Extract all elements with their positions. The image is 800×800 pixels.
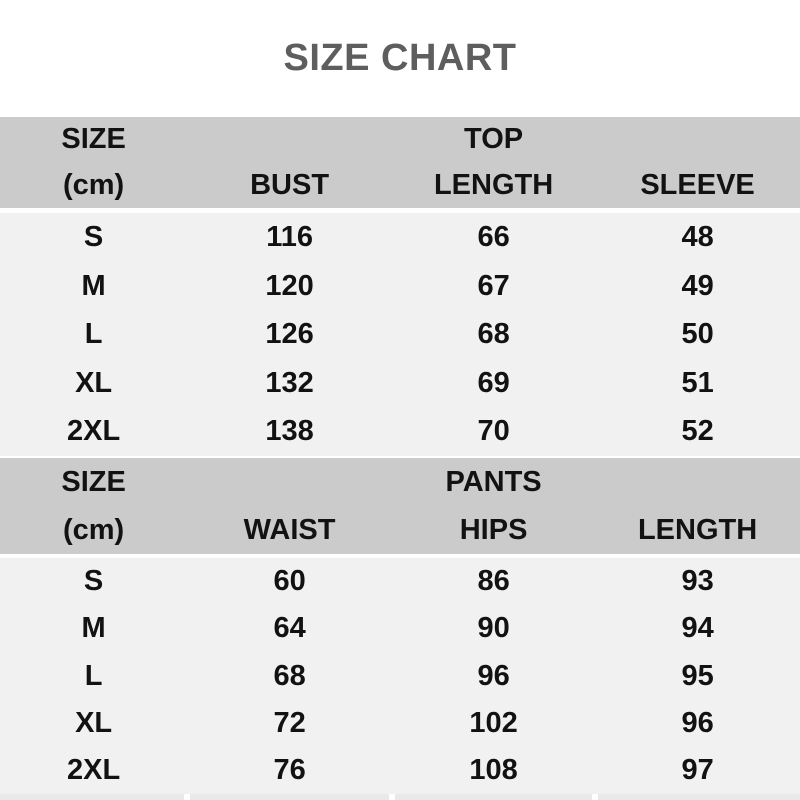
- value-cell: 64: [273, 612, 306, 645]
- title-area: SIZE CHART: [0, 0, 800, 117]
- value-cell: 66: [477, 220, 510, 253]
- size-cell: M: [81, 612, 106, 645]
- value-cell: 90: [477, 612, 510, 645]
- column-header-pants-length: LENGTH: [637, 513, 758, 546]
- value-cell: 132: [265, 366, 314, 399]
- size-cell: L: [84, 659, 103, 692]
- table-row: S 60 86 93: [0, 558, 800, 605]
- top-size-table: SIZE TOP (cm) BUST LENGTH SLEEVE S 116 6…: [0, 117, 800, 457]
- value-cell: 116: [266, 220, 313, 253]
- column-header-waist: WAIST: [243, 513, 336, 546]
- value-cell: 94: [681, 612, 714, 645]
- next-table-cutoff-edge: [0, 794, 800, 800]
- size-corner-label: SIZE: [61, 123, 126, 156]
- size-corner-label: SIZE: [61, 465, 126, 498]
- unit-label: (cm): [62, 513, 125, 546]
- table-row: S 116 66 48: [0, 213, 800, 262]
- size-cell: S: [83, 565, 104, 598]
- value-cell: 67: [477, 269, 510, 302]
- value-cell: 120: [265, 269, 314, 302]
- table-row: L 68 96 95: [0, 652, 800, 699]
- table-row: 2XL 76 108 97: [0, 747, 800, 794]
- value-cell: 50: [681, 318, 714, 351]
- unit-label: (cm): [62, 168, 125, 201]
- size-cell: 2XL: [67, 415, 121, 448]
- column-header-sleeve: SLEEVE: [640, 168, 755, 201]
- value-cell: 96: [681, 706, 714, 739]
- size-cell: XL: [75, 706, 113, 739]
- value-cell: 49: [681, 269, 714, 302]
- size-cell: M: [81, 269, 106, 302]
- value-cell: 68: [477, 318, 510, 351]
- pants-table-header: SIZE PANTS (cm) WAIST HIPS LENGTH: [0, 458, 800, 555]
- value-cell: 76: [273, 753, 306, 786]
- top-table-header: SIZE TOP (cm) BUST LENGTH SLEEVE: [0, 117, 800, 209]
- value-cell: 68: [273, 659, 306, 692]
- value-cell: 72: [273, 706, 306, 739]
- value-cell: 70: [477, 415, 510, 448]
- top-section-label: TOP: [464, 123, 524, 156]
- value-cell: 48: [681, 220, 714, 253]
- edge-segment: [190, 794, 389, 800]
- value-cell: 138: [265, 415, 314, 448]
- table-row: 2XL 138 70 52: [0, 408, 800, 457]
- edge-segment: [394, 794, 593, 800]
- value-cell: 108: [469, 753, 518, 786]
- column-header-bust: BUST: [250, 168, 330, 201]
- value-cell: 95: [681, 659, 714, 692]
- top-table-body: S 116 66 48 M 120 67 49 L 126 68 50 XL 1…: [0, 213, 800, 457]
- table-row: M 64 90 94: [0, 605, 800, 652]
- size-cell: 2XL: [67, 753, 121, 786]
- pants-section-label: PANTS: [445, 465, 542, 498]
- pants-table-body: S 60 86 93 M 64 90 94 L 68 96 95 XL 72 1…: [0, 558, 800, 795]
- table-row: XL 132 69 51: [0, 359, 800, 408]
- table-row: L 126 68 50: [0, 310, 800, 359]
- value-cell: 69: [477, 366, 510, 399]
- table-row: M 120 67 49: [0, 262, 800, 311]
- value-cell: 86: [477, 565, 510, 598]
- column-header-hips: HIPS: [459, 513, 528, 546]
- edge-segment: [0, 794, 185, 800]
- page-title: SIZE CHART: [283, 37, 517, 80]
- size-cell: L: [84, 318, 103, 351]
- edge-segment: [598, 794, 800, 800]
- value-cell: 102: [469, 706, 518, 739]
- value-cell: 52: [681, 415, 714, 448]
- value-cell: 97: [681, 753, 714, 786]
- size-cell: S: [83, 220, 104, 253]
- value-cell: 93: [681, 565, 714, 598]
- size-cell: XL: [75, 366, 113, 399]
- table-row: XL 72 102 96: [0, 700, 800, 747]
- value-cell: 96: [477, 659, 510, 692]
- value-cell: 60: [273, 565, 306, 598]
- value-cell: 126: [265, 318, 314, 351]
- column-header-top-length: LENGTH: [433, 168, 554, 201]
- pants-size-table: SIZE PANTS (cm) WAIST HIPS LENGTH S 60 8…: [0, 458, 800, 795]
- value-cell: 51: [681, 366, 714, 399]
